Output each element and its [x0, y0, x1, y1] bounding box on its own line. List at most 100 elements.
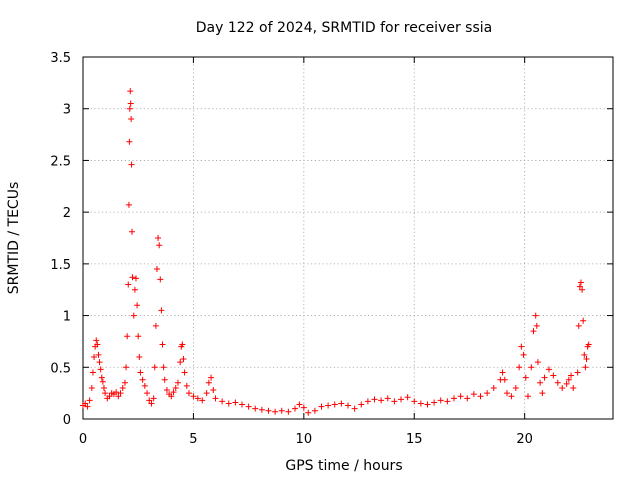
data-point [177, 359, 184, 366]
data-point [575, 322, 582, 329]
data-point [100, 384, 107, 391]
data-point [477, 393, 484, 400]
data-point [82, 400, 89, 407]
data-point [170, 389, 177, 396]
data-point [484, 390, 491, 397]
data-point [338, 400, 345, 407]
data-point [146, 397, 153, 404]
data-point [524, 393, 531, 400]
data-point [520, 351, 527, 358]
data-point [212, 395, 219, 402]
data-point [155, 235, 162, 241]
data-point [559, 384, 566, 391]
data-point [190, 393, 197, 400]
data-point [470, 391, 477, 398]
data-point [391, 398, 398, 405]
data-point [444, 398, 451, 405]
x-tick-label: 20 [516, 432, 533, 447]
data-point [545, 366, 552, 373]
data-point [156, 242, 163, 249]
data-point [124, 333, 131, 340]
data-point [522, 374, 529, 381]
data-point [150, 395, 157, 402]
x-tick-label: 10 [296, 432, 313, 447]
data-point [93, 337, 100, 344]
y-tick-label: 2.5 [50, 154, 71, 169]
data-point [563, 380, 570, 387]
data-points [80, 88, 592, 416]
data-point [371, 396, 378, 403]
data-point [126, 138, 133, 145]
data-point [534, 359, 541, 366]
data-point [129, 274, 136, 281]
data-point [239, 401, 245, 408]
data-point [95, 351, 102, 358]
data-point [96, 359, 103, 366]
data-point [102, 390, 109, 397]
data-point [532, 312, 539, 319]
data-point [205, 379, 212, 386]
x-tick-label: 5 [189, 432, 197, 447]
data-point [180, 356, 187, 363]
data-point [117, 390, 124, 397]
data-point [358, 401, 365, 408]
data-point [364, 398, 371, 405]
data-point [345, 402, 351, 409]
data-point [378, 397, 385, 404]
data-point [210, 387, 217, 394]
data-point [537, 379, 544, 386]
data-point [457, 393, 464, 400]
data-point [258, 406, 265, 413]
data-point [125, 201, 132, 208]
data-point [128, 161, 135, 168]
x-tick-label: 15 [406, 432, 423, 447]
data-point [84, 403, 91, 410]
data-point [490, 384, 497, 391]
data-point [384, 395, 391, 402]
data-point [88, 384, 95, 391]
y-tick-label: 0 [63, 413, 71, 428]
grid-lines [83, 57, 613, 419]
data-point [133, 275, 139, 282]
plot-frame [82, 56, 614, 420]
data-point [225, 400, 232, 407]
data-point [582, 364, 589, 371]
data-point [151, 364, 158, 371]
data-point [570, 384, 577, 391]
data-point [508, 393, 515, 400]
data-point [199, 397, 206, 404]
y-tick-label: 3 [63, 103, 71, 118]
data-point [504, 390, 510, 397]
data-point [265, 407, 272, 414]
data-point [568, 372, 575, 379]
data-point [252, 405, 259, 412]
data-point [172, 384, 179, 391]
data-point [99, 378, 106, 385]
data-point [97, 366, 104, 373]
data-point [331, 401, 338, 408]
data-point [583, 356, 590, 363]
data-point [404, 394, 411, 401]
data-point [516, 364, 523, 371]
data-point [158, 307, 165, 314]
data-point [550, 372, 557, 379]
data-point [585, 341, 592, 348]
chart-title: Day 122 of 2024, SRMTID for receiver ssi… [196, 20, 492, 36]
data-point [141, 382, 148, 389]
data-point [300, 404, 307, 411]
data-point [129, 228, 136, 235]
y-tick-label: 3.5 [50, 51, 71, 66]
y-axis-ticks: 0 0.5 1 1.5 2 2.5 3 3.5 [50, 51, 613, 428]
data-point [541, 374, 548, 381]
data-point [501, 376, 508, 383]
data-point [94, 341, 101, 348]
data-point [139, 376, 146, 383]
data-point [125, 281, 132, 288]
x-axis-label: GPS time / hours [285, 458, 402, 474]
data-point [518, 343, 525, 350]
data-point [144, 390, 151, 397]
data-point [183, 382, 190, 389]
data-point [311, 407, 318, 414]
data-point [194, 395, 201, 402]
